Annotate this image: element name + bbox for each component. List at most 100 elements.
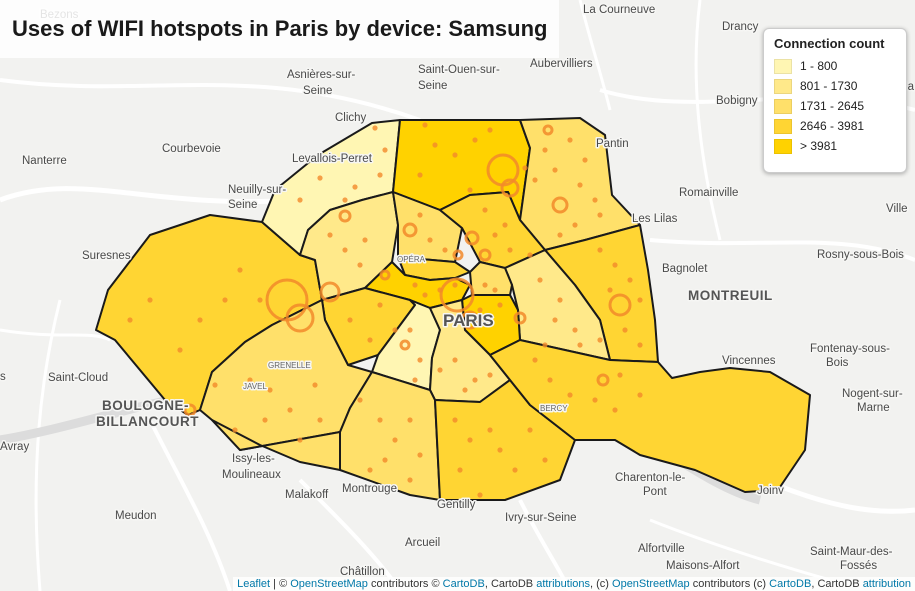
hotspot-dot[interactable] [237, 267, 243, 273]
hotspot-dot[interactable] [462, 387, 468, 393]
hotspot-dot[interactable] [467, 437, 473, 443]
hotspot-dot[interactable] [582, 157, 588, 163]
hotspot-dot[interactable] [382, 457, 388, 463]
hotspot-dot[interactable] [527, 252, 533, 258]
hotspot-dot[interactable] [477, 307, 483, 313]
hotspot-dot[interactable] [637, 297, 643, 303]
hotspot-dot[interactable] [417, 452, 423, 458]
cartodb-link-2[interactable]: CartoDB [769, 578, 812, 590]
hotspot-dot[interactable] [382, 147, 388, 153]
hotspot-marker[interactable] [513, 311, 527, 325]
hotspot-marker[interactable] [285, 303, 315, 333]
hotspot-marker[interactable] [402, 222, 418, 238]
hotspot-dot[interactable] [547, 377, 553, 383]
hotspot-dot[interactable] [357, 262, 363, 268]
hotspot-dot[interactable] [262, 417, 268, 423]
hotspot-dot[interactable] [352, 184, 358, 190]
hotspot-dot[interactable] [522, 165, 528, 171]
hotspot-dot[interactable] [442, 247, 448, 253]
hotspot-marker[interactable] [399, 339, 411, 351]
hotspot-dot[interactable] [422, 122, 428, 128]
leaflet-link[interactable]: Leaflet [237, 578, 271, 590]
hotspot-dot[interactable] [572, 222, 578, 228]
hotspot-dot[interactable] [487, 372, 493, 378]
hotspot-dot[interactable] [327, 232, 333, 238]
hotspot-dot[interactable] [147, 297, 153, 303]
hotspot-dot[interactable] [267, 387, 273, 393]
hotspot-dot[interactable] [372, 125, 378, 131]
hotspot-dot[interactable] [367, 337, 373, 343]
hotspot-markers[interactable] [127, 122, 643, 498]
hotspot-dot[interactable] [297, 197, 303, 203]
hotspot-dot[interactable] [177, 347, 183, 353]
hotspot-dot[interactable] [567, 392, 573, 398]
hotspot-dot[interactable] [607, 287, 613, 293]
hotspot-dot[interactable] [247, 377, 253, 383]
hotspot-dot[interactable] [567, 137, 573, 143]
hotspot-marker[interactable] [542, 124, 554, 136]
hotspot-dot[interactable] [392, 437, 398, 443]
hotspot-dot[interactable] [532, 357, 538, 363]
hotspot-marker[interactable] [319, 281, 341, 303]
hotspot-dot[interactable] [597, 247, 603, 253]
hotspot-dot[interactable] [592, 397, 598, 403]
hotspot-dot[interactable] [627, 277, 633, 283]
hotspot-dot[interactable] [417, 212, 423, 218]
hotspot-dot[interactable] [342, 197, 348, 203]
hotspot-dot[interactable] [612, 407, 618, 413]
attribution-link[interactable]: attribution [862, 578, 911, 590]
hotspot-dot[interactable] [622, 327, 628, 333]
hotspot-dot[interactable] [532, 177, 538, 183]
hotspot-dot[interactable] [417, 172, 423, 178]
hotspot-dot[interactable] [412, 282, 418, 288]
hotspot-marker[interactable] [551, 196, 569, 214]
hotspot-dot[interactable] [577, 342, 583, 348]
hotspot-dot[interactable] [197, 317, 203, 323]
hotspot-dot[interactable] [432, 142, 438, 148]
hotspot-marker[interactable] [379, 269, 391, 281]
hotspot-dot[interactable] [452, 152, 458, 158]
hotspot-dot[interactable] [542, 342, 548, 348]
hotspot-marker[interactable] [464, 230, 480, 246]
hotspot-dot[interactable] [377, 302, 383, 308]
hotspot-dot[interactable] [257, 297, 263, 303]
hotspot-dot[interactable] [367, 467, 373, 473]
hotspot-dot[interactable] [487, 427, 493, 433]
hotspot-dot[interactable] [472, 377, 478, 383]
hotspot-dot[interactable] [407, 417, 413, 423]
hotspot-dot[interactable] [617, 372, 623, 378]
hotspot-dot[interactable] [502, 222, 508, 228]
hotspot-dot[interactable] [317, 175, 323, 181]
hotspot-dot[interactable] [637, 342, 643, 348]
hotspot-dot[interactable] [357, 397, 363, 403]
hotspot-dot[interactable] [287, 407, 293, 413]
district-12[interactable] [489, 339, 811, 493]
district-14[interactable] [339, 371, 441, 501]
hotspot-dot[interactable] [222, 297, 228, 303]
hotspot-dot[interactable] [452, 357, 458, 363]
hotspot-dot[interactable] [377, 172, 383, 178]
hotspot-dot[interactable] [417, 357, 423, 363]
hotspot-dot[interactable] [422, 292, 428, 298]
hotspot-dot[interactable] [437, 367, 443, 373]
hotspot-marker[interactable] [608, 293, 632, 317]
hotspot-dot[interactable] [527, 427, 533, 433]
hotspot-dot[interactable] [542, 147, 548, 153]
attributions-link[interactable]: attributions [536, 578, 591, 590]
hotspot-dot[interactable] [452, 282, 458, 288]
openstreetmap-link[interactable]: OpenStreetMap [290, 578, 368, 590]
hotspot-dot[interactable] [612, 262, 618, 268]
hotspot-dot[interactable] [597, 212, 603, 218]
hotspot-dot[interactable] [407, 477, 413, 483]
hotspot-dot[interactable] [127, 317, 133, 323]
hotspot-marker[interactable] [596, 373, 610, 387]
hotspot-dot[interactable] [472, 137, 478, 143]
hotspot-dot[interactable] [497, 302, 503, 308]
hotspot-dot[interactable] [342, 247, 348, 253]
openstreetmap-link-2[interactable]: OpenStreetMap [612, 578, 690, 590]
hotspot-dot[interactable] [487, 127, 493, 133]
hotspot-dot[interactable] [552, 317, 558, 323]
hotspot-marker[interactable] [338, 209, 352, 223]
hotspot-dot[interactable] [327, 157, 333, 163]
hotspot-dot[interactable] [427, 237, 433, 243]
